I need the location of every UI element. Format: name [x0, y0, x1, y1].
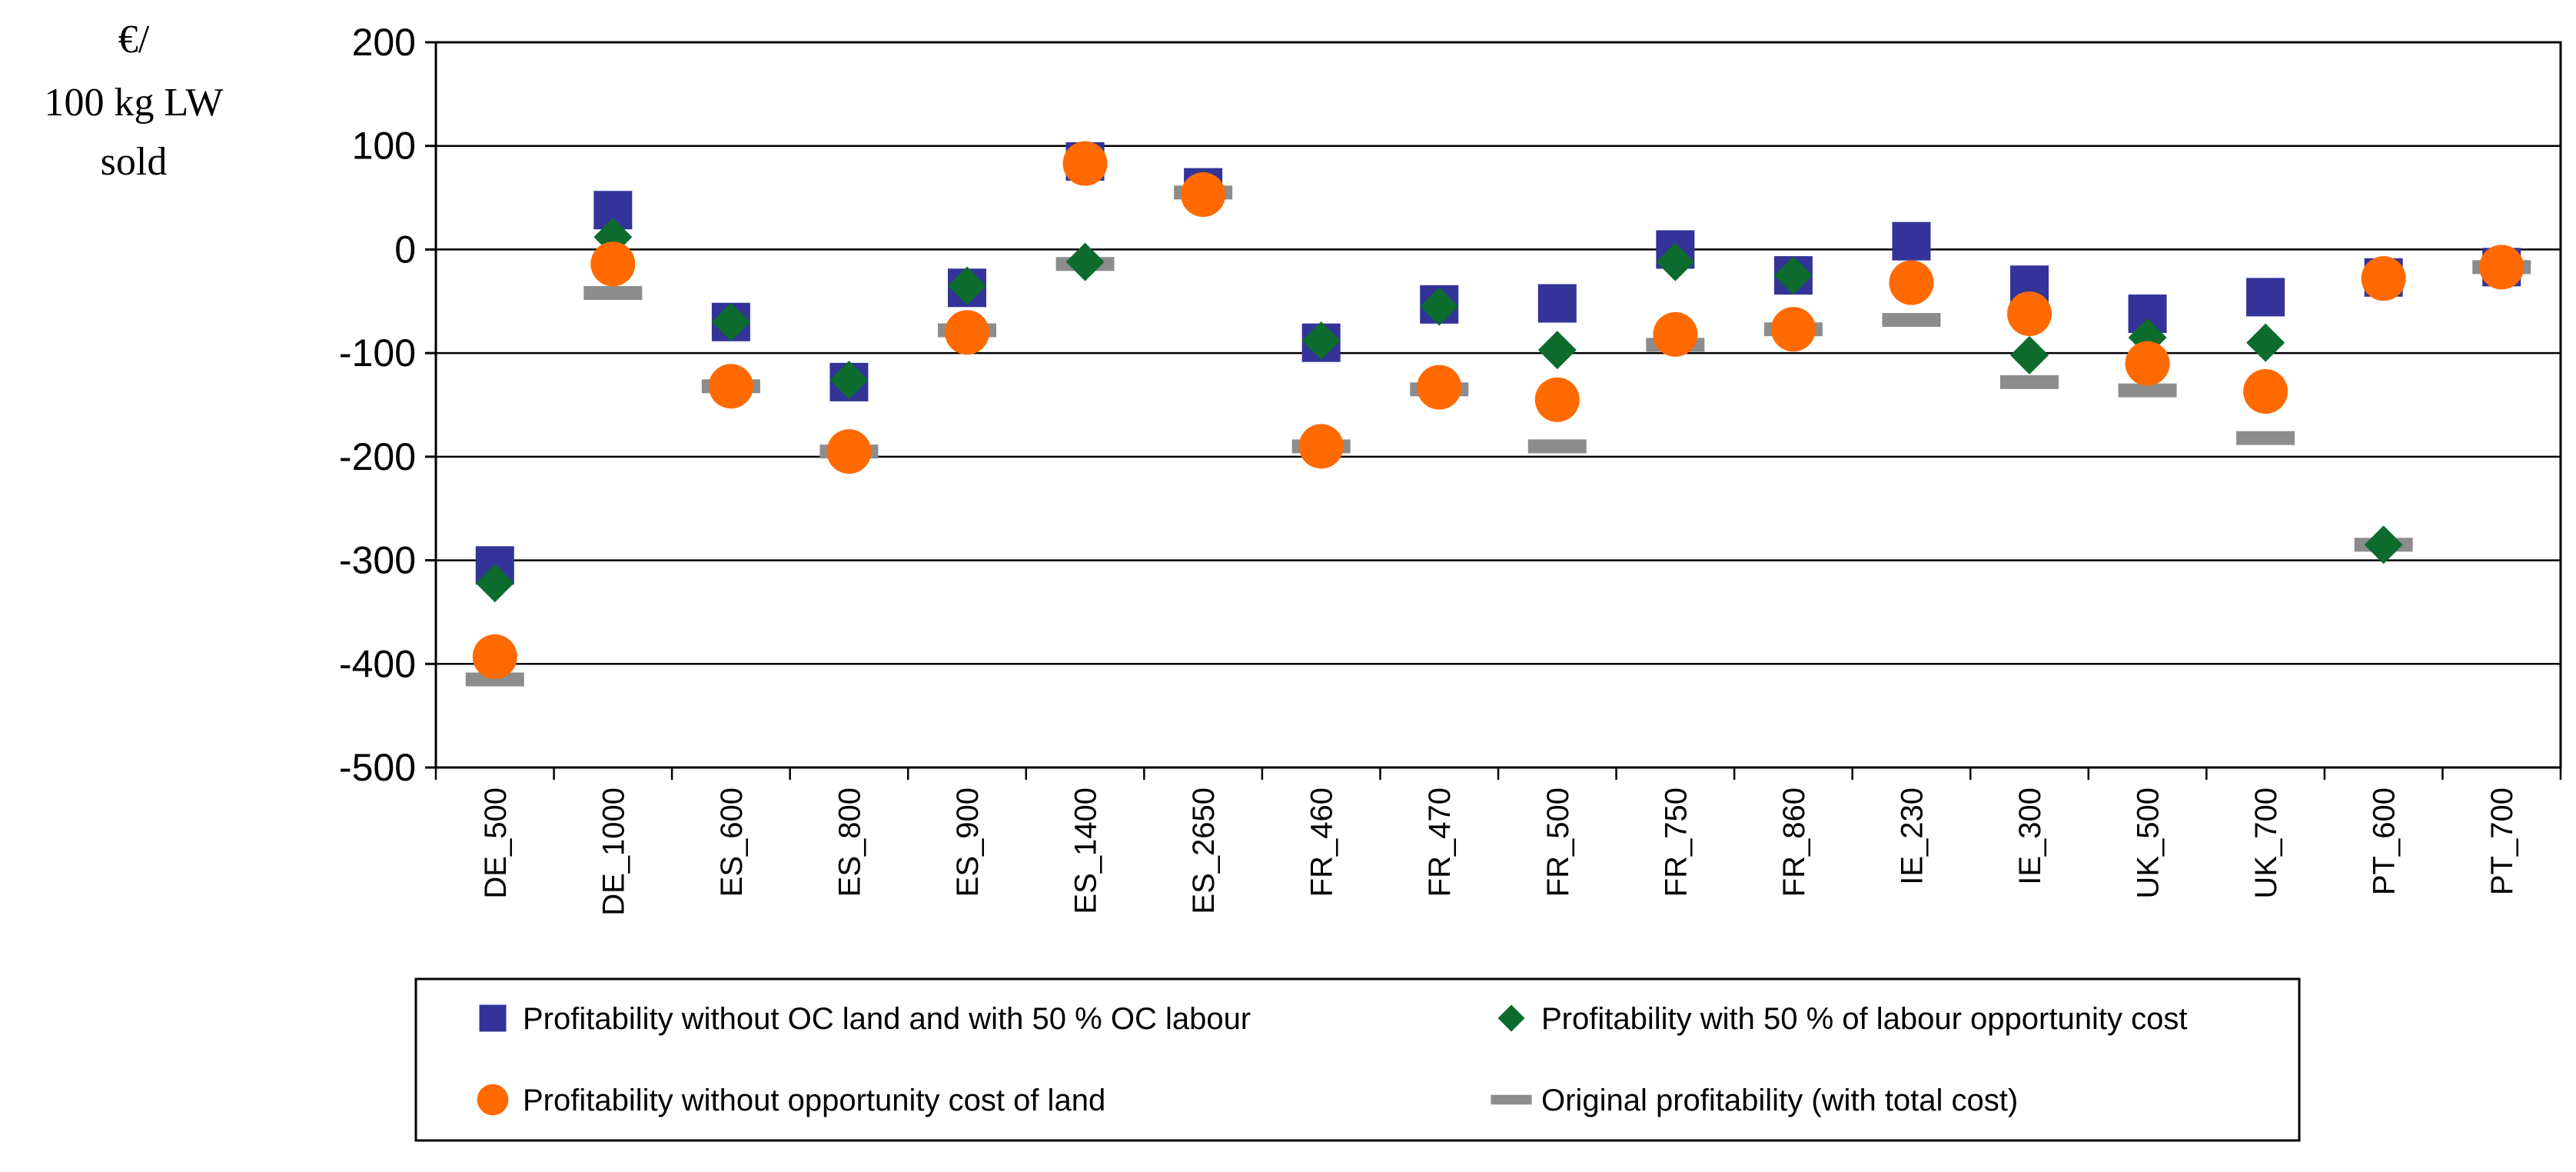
diamond-point: [1537, 331, 1577, 370]
x-category-label: DE_500: [479, 787, 513, 899]
circle-point: [590, 241, 636, 287]
diamond-point: [948, 266, 986, 305]
dash-point: [2236, 431, 2295, 445]
circle-point: [1889, 260, 1934, 305]
legend-item-dash: Original profitability (with total cost): [1491, 1084, 2018, 1117]
legend-label: Profitability with 50 % of labour opport…: [1541, 1002, 2187, 1036]
x-category-label: IE_300: [2013, 787, 2047, 885]
diamond-point: [711, 302, 750, 341]
square-point: [1892, 221, 1931, 261]
unit-line-2: 100 kg LW: [45, 81, 224, 125]
diamond-point: [829, 361, 869, 400]
x-category-label: PT_700: [2485, 787, 2519, 895]
x-category-label: FR_460: [1305, 787, 1339, 897]
square-point: [1537, 284, 1577, 323]
circle-point: [1653, 311, 1698, 357]
diamond-point: [2364, 525, 2403, 564]
diamond-point: [2246, 323, 2285, 362]
x-category-label: UK_700: [2249, 787, 2283, 899]
diamond-point: [1656, 242, 1695, 281]
circle-point: [1417, 365, 1462, 410]
y-tick-label: -500: [339, 746, 416, 789]
dash-point: [1882, 313, 1941, 328]
legend-square-icon: [479, 1004, 507, 1032]
circle-point: [2361, 256, 2406, 301]
legend-item-circle: Profitability without opportunity cost o…: [477, 1084, 1105, 1117]
circle-point: [1062, 141, 1108, 186]
diamond-point: [1420, 287, 1459, 326]
dash-point: [583, 286, 643, 301]
gridlines: [436, 41, 2561, 769]
x-category-label: UK_500: [2132, 787, 2166, 899]
dash-point: [465, 672, 524, 687]
y-tick-label: -300: [339, 539, 416, 582]
legend-item-square: Profitability without OC land and with 5…: [479, 1002, 1251, 1036]
circle-point: [945, 310, 989, 355]
circle-point: [472, 634, 517, 679]
square-point: [2246, 278, 2285, 317]
diamond-point: [1065, 242, 1105, 281]
x-category-label: FR_470: [1423, 787, 1457, 897]
x-category-label: ES_900: [951, 787, 985, 897]
x-category-label: FR_860: [1777, 787, 1811, 897]
diamond-point: [475, 564, 514, 603]
legend-label: Original profitability (with total cost): [1541, 1084, 2018, 1117]
x-category-label: FR_750: [1659, 787, 1693, 897]
diamond-point: [1773, 256, 1813, 295]
legend-diamond-icon: [1497, 1004, 1525, 1032]
y-axis-unit-label: €/ 100 kg LW sold: [45, 18, 224, 184]
x-category-label: FR_500: [1541, 787, 1575, 897]
x-category-label: DE_1000: [597, 787, 630, 916]
plot-border: [434, 41, 2562, 769]
circle-point: [1534, 377, 1580, 422]
series-square: [475, 142, 2521, 585]
y-tick-label: -100: [339, 331, 416, 375]
legend-dash-icon: [1491, 1094, 1532, 1105]
unit-line-3: sold: [101, 140, 168, 184]
series-dash: [465, 185, 2531, 687]
x-category-label: ES_800: [833, 787, 866, 897]
legend-box: [414, 977, 2301, 1142]
x-category-label: ES_2650: [1187, 787, 1221, 914]
x-axis: DE_500 DE_1000 ES_600 ES_800 ES_900 ES_1400 ES…: [434, 767, 2562, 916]
data-marks: [465, 141, 2531, 687]
dash-point: [1527, 439, 1587, 454]
diamond-point: [1301, 321, 1341, 360]
circle-point: [1298, 424, 1344, 469]
circle-point: [1181, 172, 1226, 218]
legend-label: Profitability without opportunity cost o…: [523, 1084, 1105, 1117]
y-tick-label: -200: [339, 435, 416, 478]
legend-label: Profitability without OC land and with 5…: [523, 1002, 1251, 1036]
legend-item-diamond: Profitability with 50 % of labour opport…: [1497, 1002, 2187, 1036]
x-category-label: PT_600: [2368, 787, 2401, 895]
y-tick-label: -400: [339, 642, 416, 685]
circle-point: [1770, 307, 1816, 352]
y-axis: 200 100 0 -100 -200 -300 -400 -500: [339, 21, 437, 789]
series-circle: [472, 141, 2524, 679]
x-category-label: ES_600: [715, 787, 749, 897]
circle-point: [2007, 291, 2052, 336]
diamond-point: [2010, 335, 2049, 375]
plot-area: [434, 41, 2562, 769]
circle-point: [2125, 341, 2170, 386]
dash-point: [2000, 375, 2059, 389]
circle-point: [826, 429, 872, 474]
y-tick-label: 200: [352, 21, 416, 64]
y-tick-label: 0: [394, 228, 416, 271]
circle-point: [708, 364, 753, 409]
circle-point: [2479, 245, 2524, 290]
series-diamond: [475, 170, 2521, 603]
legend: Profitability without OC land and with 5…: [414, 977, 2301, 1142]
x-category-label: IE_230: [1895, 787, 1929, 885]
circle-point: [2243, 368, 2288, 414]
legend-circle-icon: [477, 1084, 509, 1116]
unit-line-1: €/: [118, 18, 150, 62]
dash-point: [2118, 383, 2177, 398]
y-tick-label: 100: [352, 125, 416, 168]
x-category-label: ES_1400: [1069, 787, 1103, 914]
